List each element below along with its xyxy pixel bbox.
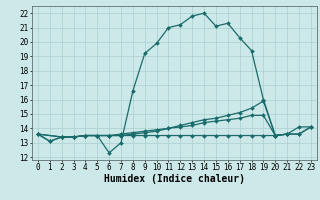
X-axis label: Humidex (Indice chaleur): Humidex (Indice chaleur) bbox=[104, 174, 245, 184]
